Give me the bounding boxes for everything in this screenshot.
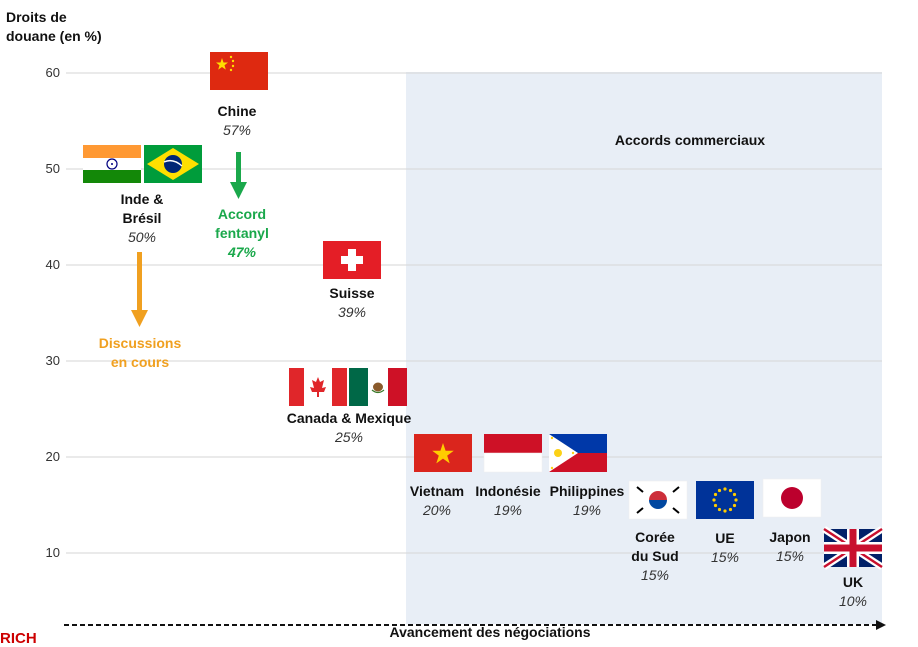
x-axis-title: Avancement des négociations — [389, 624, 591, 640]
canada-flag-icon — [289, 368, 347, 406]
south-korea-label: Corée du Sud 15% — [615, 528, 695, 585]
trade-agreements-band — [406, 72, 882, 624]
vietnam-flag-icon — [414, 434, 472, 472]
discussions-annotation: Discussions en cours — [75, 334, 205, 372]
indonesia-value: 19% — [493, 502, 523, 518]
eu-star — [723, 509, 727, 513]
discussions-line1: Discussions — [98, 335, 182, 351]
vietnam-name: Vietnam — [409, 483, 465, 499]
eu-star — [728, 507, 733, 512]
philippines-value: 19% — [572, 502, 602, 518]
canada-mexico-value: 25% — [334, 429, 364, 445]
indonesia-label: Indonésie 19% — [466, 482, 550, 520]
switzerland-label: Suisse 39% — [287, 284, 417, 322]
japan-name: Japon — [769, 529, 811, 545]
y-tick-label: 20 — [45, 449, 60, 464]
japan-label: Japon 15% — [750, 528, 830, 566]
y-tick-label: 30 — [45, 353, 60, 368]
indonesia-flag-icon — [483, 434, 543, 473]
japan-value: 15% — [775, 548, 805, 564]
philippines-name: Philippines — [549, 483, 625, 499]
eu-star — [713, 503, 718, 508]
x-axis-arrowhead — [876, 620, 886, 630]
y-axis-title: Droits de douane (en %) — [6, 8, 126, 46]
china-flag-icon — [210, 52, 268, 90]
discussions-arrow-icon — [131, 252, 148, 327]
y-tick-label: 50 — [45, 161, 60, 176]
china-label: Chine 57% — [172, 102, 302, 140]
y-tick-label: 10 — [45, 545, 60, 560]
eu-star — [732, 503, 737, 508]
eu-star — [717, 488, 722, 493]
fentanyl-annotation: Accord fentanyl 47% — [177, 205, 307, 262]
fentanyl-line2: fentanyl — [215, 225, 269, 241]
canada-mexico-label: Canada & Mexique 25% — [269, 409, 429, 447]
indonesia-name: Indonésie — [475, 483, 541, 499]
philippines-label: Philippines 19% — [543, 482, 631, 520]
india-brazil-value: 50% — [127, 229, 157, 245]
eu-star — [732, 492, 737, 497]
south-korea-name-line1: Corée — [635, 529, 675, 545]
switzerland-name: Suisse — [329, 285, 375, 301]
fentanyl-value: 47% — [227, 244, 257, 260]
switzerland-value: 39% — [337, 304, 367, 320]
corner-logo-text: RICH — [0, 630, 37, 647]
china-name: Chine — [217, 103, 257, 119]
eu-star — [728, 488, 733, 493]
switzerland-flag-icon — [323, 241, 381, 279]
india-brazil-name-line1: Inde & — [120, 191, 164, 207]
eu-name: UE — [715, 530, 735, 546]
eu-star — [717, 507, 722, 512]
japan-flag-icon — [762, 478, 822, 518]
y-tick-label: 40 — [45, 257, 60, 272]
uk-flag-icon — [822, 526, 884, 570]
eu-label: UE 15% — [685, 529, 765, 567]
south-korea-name-line2: du Sud — [631, 548, 679, 564]
eu-star — [723, 487, 727, 491]
fentanyl-arrow-icon — [230, 152, 247, 199]
south-korea-flag-icon — [628, 480, 688, 520]
y-axis-title-line2: douane (en %) — [6, 28, 102, 44]
philippines-flag-icon — [549, 434, 607, 472]
south-korea-value: 15% — [640, 567, 670, 583]
china-value: 57% — [222, 122, 252, 138]
vietnam-value: 20% — [422, 502, 452, 518]
y-axis-title-line1: Droits de — [6, 9, 67, 25]
india-brazil-name-line2: Brésil — [122, 210, 162, 226]
uk-value: 10% — [838, 593, 868, 609]
y-tick-label: 60 — [45, 65, 60, 80]
discussions-line2: en cours — [110, 354, 170, 370]
fentanyl-line1: Accord — [217, 206, 267, 222]
eu-value: 15% — [710, 549, 740, 565]
eu-star — [734, 498, 738, 502]
vietnam-label: Vietnam 20% — [397, 482, 477, 520]
canada-mexico-name: Canada & Mexique — [286, 410, 412, 426]
brazil-flag-icon — [144, 145, 202, 183]
india-flag-icon — [83, 145, 141, 183]
uk-label: UK 10% — [813, 573, 893, 611]
mexico-flag-icon — [349, 368, 407, 406]
eu-flag-icon — [696, 481, 754, 519]
eu-star — [712, 498, 716, 502]
uk-name: UK — [842, 574, 864, 590]
eu-star — [713, 492, 718, 497]
india-brazil-label: Inde & Brésil 50% — [77, 190, 207, 247]
trade-agreements-label: Accords commerciaux — [614, 132, 766, 148]
